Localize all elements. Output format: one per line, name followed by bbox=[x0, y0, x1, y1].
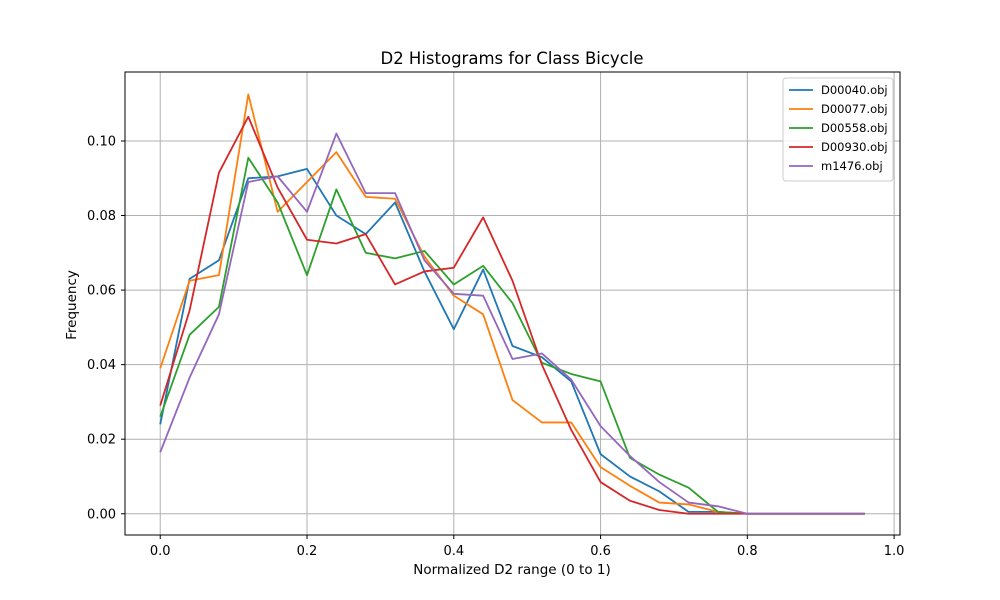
y-tick-label: 0.04 bbox=[87, 358, 116, 373]
y-tick-label: 0.06 bbox=[87, 284, 116, 299]
legend-box bbox=[782, 77, 894, 182]
plot-frame bbox=[124, 71, 901, 536]
x-tick-label: 0.4 bbox=[443, 544, 464, 559]
legend-label: D00077.obj bbox=[821, 102, 888, 116]
y-tick-label: 0.08 bbox=[87, 209, 116, 224]
y-axis-label: Frequency bbox=[64, 270, 80, 340]
y-axis: 0.00 0.02 0.04 0.06 0.08 0.10 bbox=[87, 134, 125, 522]
y-tick-label: 0.00 bbox=[87, 507, 116, 522]
legend-label: m1476.obj bbox=[821, 159, 883, 173]
x-axis: 0.0 0.2 0.4 0.6 0.8 1.0 bbox=[150, 535, 905, 559]
y-tick-label: 0.10 bbox=[87, 134, 116, 149]
chart-title: D2 Histograms for Class Bicycle bbox=[380, 49, 643, 68]
y-tick-label: 0.02 bbox=[87, 433, 116, 448]
series-line bbox=[159, 132, 865, 515]
legend: D00040.obj D00077.obj D00558.obj D00930.obj… bbox=[782, 77, 894, 182]
x-axis-label: Normalized D2 range (0 to 1) bbox=[413, 562, 611, 578]
x-tick-label: 0.2 bbox=[297, 544, 318, 559]
x-tick-label: 0.0 bbox=[150, 544, 171, 559]
series-lines bbox=[159, 93, 865, 515]
plot-area bbox=[124, 71, 901, 536]
legend-label: D00930.obj bbox=[821, 140, 888, 154]
x-tick-label: 0.6 bbox=[590, 544, 611, 559]
x-tick-label: 1.0 bbox=[884, 544, 905, 559]
legend-label: D00558.obj bbox=[821, 121, 888, 135]
x-tick-label: 0.8 bbox=[737, 544, 758, 559]
legend-label: D00040.obj bbox=[821, 83, 888, 97]
